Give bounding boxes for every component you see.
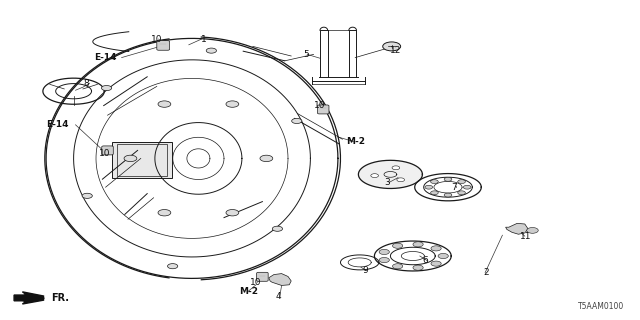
Text: 3: 3 xyxy=(385,178,390,187)
Circle shape xyxy=(379,258,389,263)
Text: E-14: E-14 xyxy=(94,53,117,62)
Circle shape xyxy=(527,228,538,233)
Circle shape xyxy=(392,166,400,170)
Circle shape xyxy=(158,101,171,107)
Text: 5: 5 xyxy=(303,50,308,59)
Circle shape xyxy=(431,246,441,251)
Circle shape xyxy=(124,155,137,162)
Polygon shape xyxy=(269,274,291,285)
Circle shape xyxy=(383,42,401,51)
Text: M-2: M-2 xyxy=(239,287,258,296)
Circle shape xyxy=(260,155,273,162)
Text: 6: 6 xyxy=(423,256,428,265)
Circle shape xyxy=(463,185,471,189)
Circle shape xyxy=(431,261,441,266)
Circle shape xyxy=(292,118,302,124)
Circle shape xyxy=(438,253,448,259)
Circle shape xyxy=(397,178,404,182)
Text: M-2: M-2 xyxy=(346,137,365,146)
FancyBboxPatch shape xyxy=(111,141,172,179)
Text: 9: 9 xyxy=(362,266,367,275)
Polygon shape xyxy=(14,292,44,304)
FancyBboxPatch shape xyxy=(157,41,170,50)
Circle shape xyxy=(413,242,423,247)
Circle shape xyxy=(168,264,178,269)
Text: FR.: FR. xyxy=(51,293,69,303)
Circle shape xyxy=(431,180,438,184)
Circle shape xyxy=(431,191,438,195)
Text: 10: 10 xyxy=(151,35,163,44)
FancyBboxPatch shape xyxy=(257,272,268,281)
FancyBboxPatch shape xyxy=(317,105,329,114)
Circle shape xyxy=(226,101,239,107)
Circle shape xyxy=(371,174,378,178)
Circle shape xyxy=(392,243,403,248)
Circle shape xyxy=(226,210,239,216)
Polygon shape xyxy=(358,160,422,188)
Text: 4: 4 xyxy=(276,292,281,301)
Text: 11: 11 xyxy=(520,232,532,241)
Polygon shape xyxy=(506,223,528,234)
Circle shape xyxy=(272,226,282,231)
Text: E-14: E-14 xyxy=(46,120,69,129)
Text: 7: 7 xyxy=(452,183,457,192)
Circle shape xyxy=(425,185,433,189)
Circle shape xyxy=(158,210,171,216)
Circle shape xyxy=(392,264,403,269)
Circle shape xyxy=(458,180,465,184)
Circle shape xyxy=(206,48,216,53)
Text: 8: 8 xyxy=(84,79,89,88)
Text: 2: 2 xyxy=(484,268,489,277)
FancyBboxPatch shape xyxy=(102,146,113,155)
Text: T5AAM0100: T5AAM0100 xyxy=(578,302,624,311)
Circle shape xyxy=(82,193,92,198)
Text: 10: 10 xyxy=(314,101,326,110)
Circle shape xyxy=(413,265,423,270)
Circle shape xyxy=(444,177,452,181)
Text: 10: 10 xyxy=(99,149,110,158)
Text: 1: 1 xyxy=(201,35,206,44)
Circle shape xyxy=(458,191,465,195)
Circle shape xyxy=(379,249,389,254)
Text: 10: 10 xyxy=(250,278,262,287)
Circle shape xyxy=(444,193,452,197)
Circle shape xyxy=(102,85,112,91)
Text: 12: 12 xyxy=(390,46,401,55)
